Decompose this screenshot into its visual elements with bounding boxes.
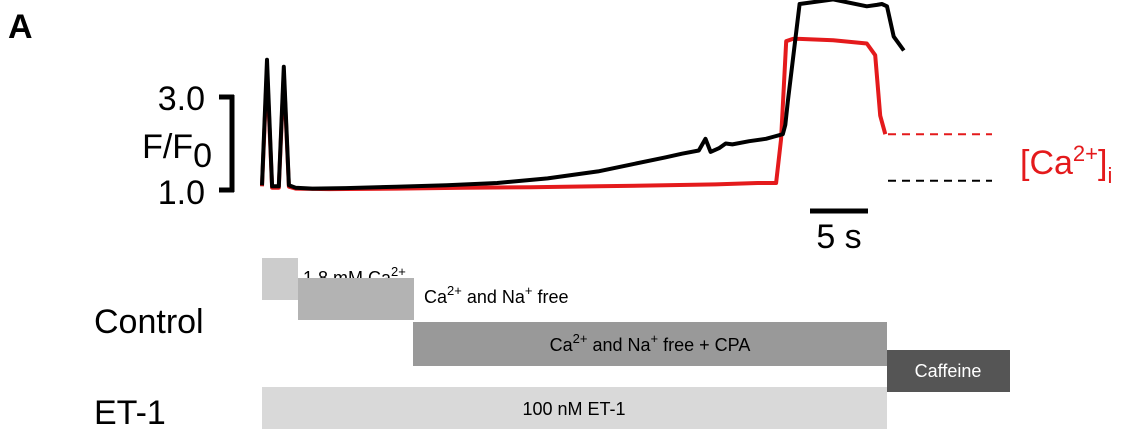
scale-top-label: 3.0: [158, 80, 205, 118]
trace-control: [260, 0, 906, 191]
panel-label: A: [8, 8, 33, 46]
calcium-annotation: [Ca2+]i: [1020, 141, 1112, 188]
bar-cpa-label-a: Ca: [550, 335, 574, 355]
bar-free-label-a: Ca: [424, 287, 448, 307]
scale-axis-label: F/F0: [142, 128, 212, 175]
bar-cpa-label-b: and Na: [587, 335, 651, 355]
calcium-annotation-sup: 2+: [1073, 141, 1098, 166]
bar-caffeine-label: Caffeine: [915, 361, 982, 381]
bar-cpa: [413, 322, 887, 366]
scale-axis-label-base: F/F: [142, 128, 193, 166]
time-scale-label: 5 s: [816, 218, 861, 256]
bar-free-label-c: free: [532, 287, 568, 307]
bar-free-label: Ca2+ and Na+ free: [424, 283, 569, 307]
amplitude-scale-bar: [219, 94, 235, 193]
control-label: Control: [94, 303, 204, 341]
bar-free-label-b-sup: +: [525, 283, 533, 298]
bar-free: [298, 278, 414, 320]
scale-bottom-label: 1.0: [158, 174, 205, 212]
et1-label: ET-1: [94, 394, 166, 432]
bar-caffeine: [887, 350, 1010, 392]
bar-et1: [262, 387, 887, 429]
bar-ca-label-sup: 2+: [391, 264, 406, 279]
trace-group: [260, 0, 992, 192]
bar-ca: [262, 258, 298, 300]
bar-et1-label: 100 nM ET-1: [522, 399, 625, 419]
bar-cpa-label-b-sup: +: [651, 331, 659, 346]
calcium-annotation-close: ]: [1098, 144, 1107, 182]
bar-free-label-a-sup: 2+: [447, 283, 462, 298]
bar-cpa-label: Ca2+ and Na+ free + CPA: [550, 331, 751, 355]
scale-axis-label-sub: 0: [193, 137, 212, 175]
calcium-annotation-sub: i: [1107, 163, 1112, 188]
bar-free-label-b: and Na: [462, 287, 526, 307]
calcium-annotation-base: [Ca: [1020, 144, 1073, 182]
bar-cpa-label-c: free + CPA: [658, 335, 750, 355]
bar-cpa-label-a-sup: 2+: [573, 331, 588, 346]
